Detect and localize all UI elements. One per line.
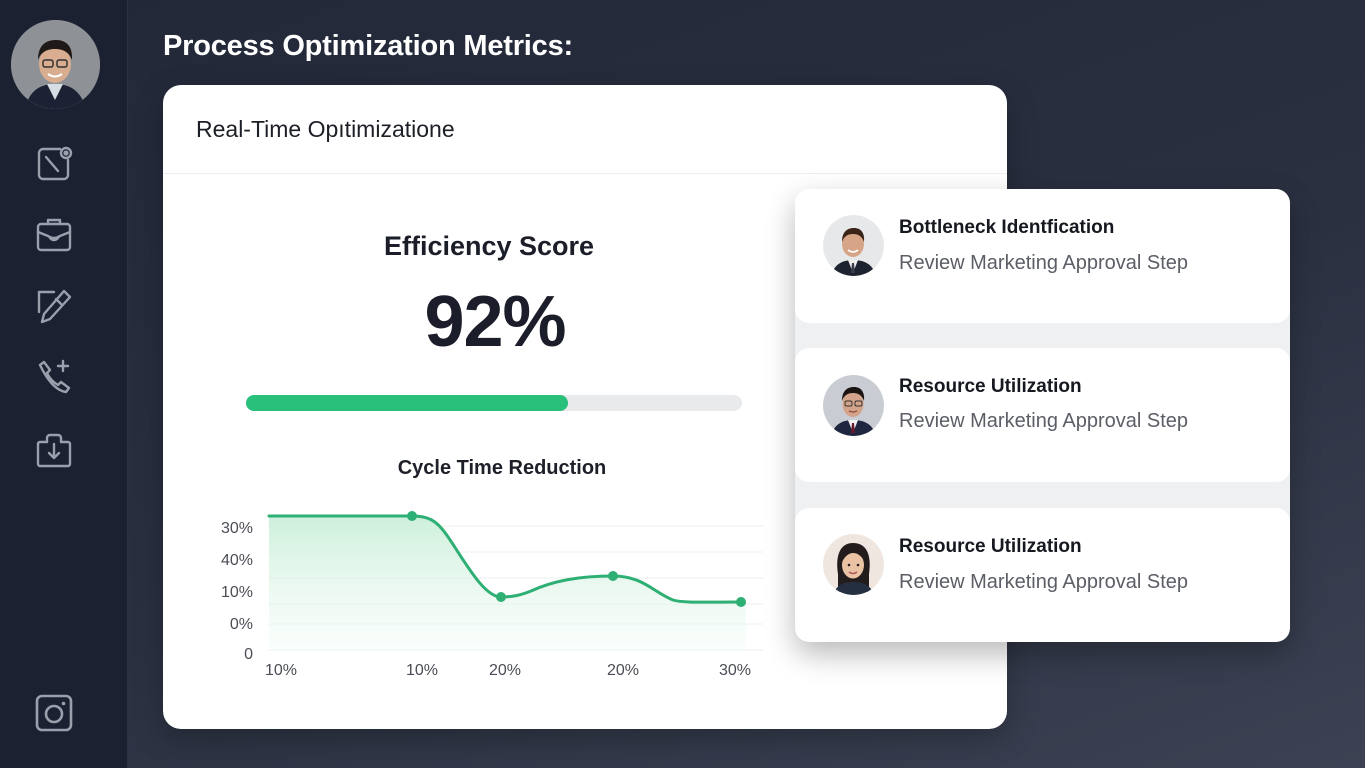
x-tick: 10%	[265, 662, 297, 679]
sidebar	[0, 0, 128, 768]
card-header: Real-Time Opıtimizatione	[163, 85, 1007, 174]
task-card-resource-utilization-2[interactable]: Resource Utilization Review Marketing Ap…	[795, 508, 1290, 642]
tablet-edit-icon[interactable]	[33, 142, 75, 184]
x-tick: 10%	[406, 662, 438, 679]
chart-markers	[407, 511, 746, 607]
x-tick: 30%	[719, 662, 751, 679]
task-title: Bottleneck Identfication	[899, 217, 1115, 238]
task-title: Resource Utilization	[899, 536, 1082, 557]
instagram-icon[interactable]	[33, 692, 75, 734]
phone-add-icon[interactable]	[33, 356, 75, 398]
man-glasses-avatar	[823, 375, 884, 436]
chart-area-fill	[269, 516, 746, 650]
efficiency-progress-fill	[246, 395, 569, 411]
task-card-resource-utilization-1[interactable]: Resource Utilization Review Marketing Ap…	[795, 348, 1290, 482]
y-axis-labels: 30% 40% 10% 0% 0	[221, 520, 253, 663]
briefcase-icon[interactable]	[33, 213, 75, 255]
efficiency-score-label: Efficiency Score	[383, 231, 595, 261]
inbox-download-icon[interactable]	[33, 429, 75, 471]
efficiency-progress-bar	[246, 395, 742, 411]
task-title: Resource Utilization	[899, 376, 1082, 397]
x-axis-labels: 10% 10% 20% 20% 30%	[265, 662, 751, 679]
man-suit-avatar	[823, 215, 884, 276]
x-tick: 20%	[607, 662, 639, 679]
y-tick: 30%	[221, 520, 253, 537]
card-title: Real-Time Opıtimizatione	[196, 115, 455, 142]
y-tick: 0	[244, 646, 253, 663]
pen-icon[interactable]	[33, 285, 75, 327]
task-card-bottleneck[interactable]: Bottleneck Identfication Review Marketin…	[795, 189, 1290, 323]
task-subtitle: Review Marketing Approval Step	[899, 252, 1189, 274]
efficiency-score-value: 92%	[424, 282, 566, 362]
chart-title: Cycle Time Reduction	[397, 457, 607, 479]
x-tick: 20%	[489, 662, 521, 679]
user-avatar-image	[11, 20, 100, 109]
task-subtitle: Review Marketing Approval Step	[899, 571, 1189, 593]
user-avatar[interactable]	[11, 20, 100, 109]
task-cards-panel: Bottleneck Identfication Review Marketin…	[795, 189, 1290, 642]
chart-line	[267, 514, 743, 604]
task-subtitle: Review Marketing Approval Step	[899, 410, 1189, 432]
cycle-time-chart: 30% 40% 10% 0% 0 10% 10% 20% 20% 30%	[221, 511, 763, 679]
y-tick: 10%	[221, 584, 253, 601]
page-title: Process Optimization Metrics:	[163, 30, 573, 62]
y-tick: 40%	[221, 552, 253, 569]
y-tick: 0%	[230, 616, 253, 633]
woman-avatar	[823, 534, 884, 595]
